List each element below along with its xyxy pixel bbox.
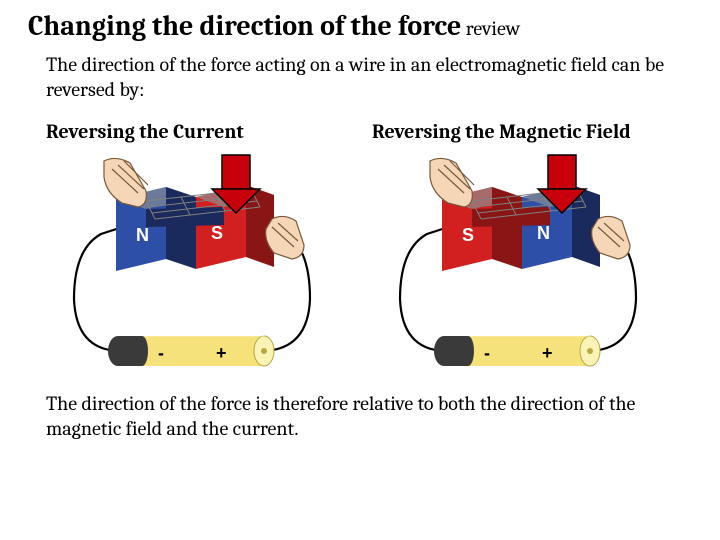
plus-label: + <box>216 343 227 363</box>
column-left: Reversing the Current N S <box>46 120 348 379</box>
page-title: Changing the direction of the force revi… <box>28 10 692 42</box>
title-suffix: review <box>461 17 520 40</box>
north-label: N <box>136 225 149 245</box>
hand-icon <box>104 158 148 207</box>
right-heading: Reversing the Magnetic Field <box>372 120 674 143</box>
column-right: Reversing the Magnetic Field S N <box>372 120 674 379</box>
left-heading: Reversing the Current <box>46 120 348 143</box>
north-label: N <box>537 223 550 243</box>
battery-icon: - + <box>434 336 600 366</box>
title-main: Changing the direction of the force <box>28 10 461 42</box>
battery-icon: - + <box>108 336 274 366</box>
intro-text: The direction of the force acting on a w… <box>46 52 674 102</box>
right-diagram: S N <box>372 149 672 379</box>
minus-label: - <box>158 343 164 363</box>
south-label: S <box>462 225 474 245</box>
minus-label: - <box>484 343 490 363</box>
left-diagram: N S <box>46 149 346 379</box>
conclusion-text: The direction of the force is therefore … <box>46 391 674 441</box>
south-label: S <box>211 223 223 243</box>
hand-icon <box>430 158 474 207</box>
plus-label: + <box>542 343 553 363</box>
diagram-columns: Reversing the Current N S <box>46 120 674 379</box>
